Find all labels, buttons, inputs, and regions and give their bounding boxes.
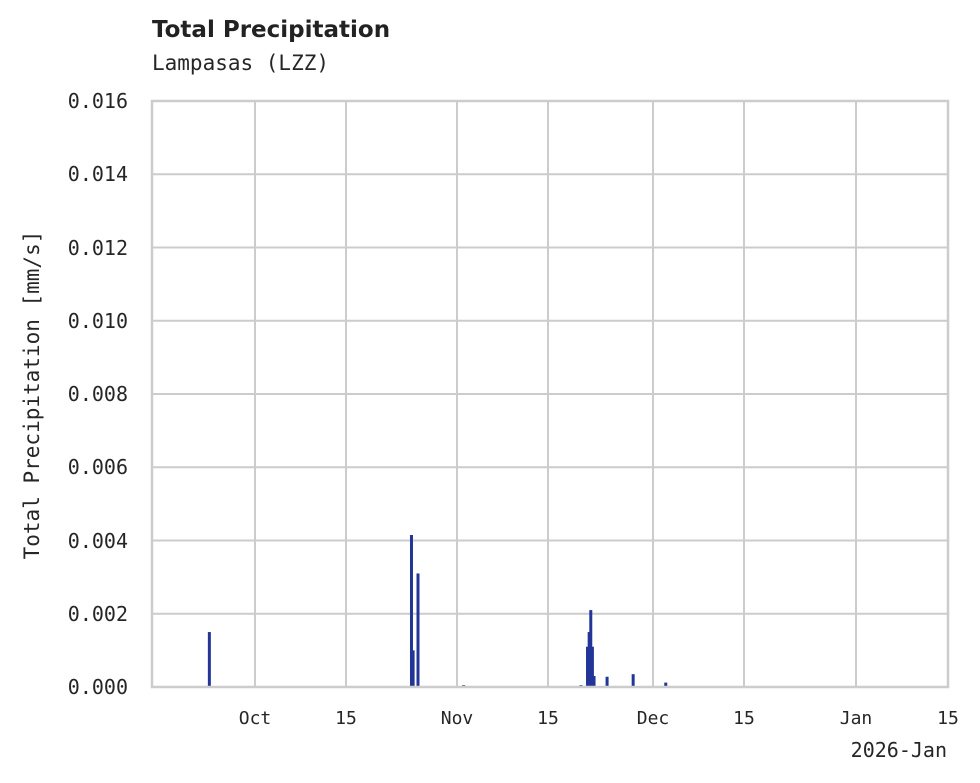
x-tick-label: 15 (537, 708, 559, 729)
precipitation-bar (592, 676, 596, 687)
precipitation-bar (207, 632, 211, 687)
plot-frame (150, 99, 950, 689)
precipitation-bar (605, 676, 609, 687)
y-tick-label: 0.016 (67, 89, 128, 113)
x-tick-label: Oct (238, 708, 272, 729)
y-tick-label: 0.004 (67, 528, 128, 553)
precipitation-bar (664, 682, 668, 687)
precipitation-bar (587, 632, 591, 687)
x-tick-label: Dec (636, 708, 670, 729)
chart-title: Total Precipitation (152, 17, 391, 43)
x-tick-label: Nov (440, 708, 474, 729)
y-tick-label: 0.012 (67, 235, 128, 260)
x-tick-label: Jan (839, 708, 873, 729)
x-tick-label: 15 (733, 708, 755, 729)
precipitation-bar (411, 650, 415, 687)
precipitation-bar (586, 646, 590, 687)
y-tick-label: 0.002 (67, 601, 128, 626)
y-tick-label: 0.014 (67, 162, 128, 187)
precipitation-bar (416, 573, 420, 687)
y-tick-label: 0.008 (67, 382, 128, 406)
y-tick-label: 0.006 (67, 455, 128, 480)
precipitation-bar (409, 535, 413, 687)
x-axis-offset-label: 2026-Jan (850, 738, 947, 762)
precipitation-bar (631, 674, 635, 687)
precipitation-bar (590, 646, 594, 687)
y-tick-label: 0.010 (67, 308, 128, 333)
precipitation-bar (589, 610, 593, 687)
y-tick-label: 0.000 (67, 675, 128, 699)
x-tick-label: 15 (937, 708, 959, 729)
chart-subtitle: Lampasas (LZZ) (152, 51, 330, 75)
x-tick-label: 15 (335, 708, 357, 729)
